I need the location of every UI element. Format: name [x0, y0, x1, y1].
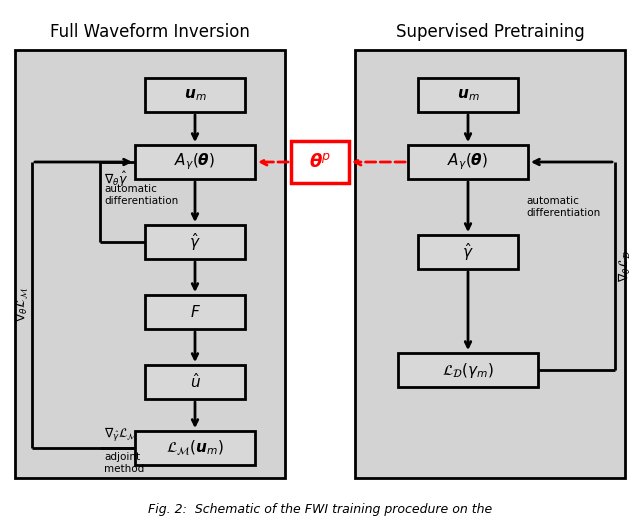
- Text: $\mathcal{L}_\mathcal{M}(\boldsymbol{u}_m)$: $\mathcal{L}_\mathcal{M}(\boldsymbol{u}_…: [166, 438, 224, 458]
- FancyBboxPatch shape: [135, 431, 255, 465]
- FancyBboxPatch shape: [418, 78, 518, 112]
- Text: $A_\gamma(\boldsymbol{\theta})$: $A_\gamma(\boldsymbol{\theta})$: [175, 152, 216, 172]
- Text: $\nabla_\theta \mathcal{L}_\mathcal{D}$: $\nabla_\theta \mathcal{L}_\mathcal{D}$: [617, 250, 633, 282]
- FancyBboxPatch shape: [291, 141, 349, 183]
- Text: $\nabla_{\hat{\gamma}} \mathcal{L}_\mathcal{M}$: $\nabla_{\hat{\gamma}} \mathcal{L}_\math…: [104, 426, 139, 444]
- Text: Full Waveform Inversion: Full Waveform Inversion: [50, 23, 250, 41]
- Text: $F$: $F$: [189, 304, 200, 320]
- Text: Supervised Pretraining: Supervised Pretraining: [396, 23, 584, 41]
- Text: $\nabla_\theta \hat{\gamma}$: $\nabla_\theta \hat{\gamma}$: [104, 170, 128, 189]
- FancyBboxPatch shape: [398, 353, 538, 387]
- Text: $\boldsymbol{u}_m$: $\boldsymbol{u}_m$: [457, 87, 479, 103]
- Text: $A_\gamma(\boldsymbol{\theta})$: $A_\gamma(\boldsymbol{\theta})$: [447, 152, 488, 172]
- Text: adjoint
method: adjoint method: [104, 452, 144, 473]
- Text: $\boldsymbol{u}_m$: $\boldsymbol{u}_m$: [184, 87, 206, 103]
- FancyBboxPatch shape: [15, 50, 285, 478]
- Text: $\hat{\gamma}$: $\hat{\gamma}$: [462, 241, 474, 263]
- Text: $\mathcal{L}_\mathcal{D}(\gamma_m)$: $\mathcal{L}_\mathcal{D}(\gamma_m)$: [442, 360, 494, 379]
- Text: $\hat{u}$: $\hat{u}$: [189, 372, 200, 391]
- Text: automatic
differentiation: automatic differentiation: [526, 196, 600, 218]
- FancyBboxPatch shape: [408, 145, 528, 179]
- FancyBboxPatch shape: [355, 50, 625, 478]
- FancyBboxPatch shape: [145, 295, 245, 329]
- Text: Fig. 2:  Schematic of the FWI training procedure on the: Fig. 2: Schematic of the FWI training pr…: [148, 504, 492, 516]
- FancyBboxPatch shape: [135, 145, 255, 179]
- FancyBboxPatch shape: [145, 78, 245, 112]
- FancyBboxPatch shape: [145, 365, 245, 399]
- Text: $\boldsymbol{\theta}^p$: $\boldsymbol{\theta}^p$: [309, 153, 331, 171]
- Text: $\hat{\gamma}$: $\hat{\gamma}$: [189, 231, 201, 253]
- Text: $\nabla_\theta \mathcal{L}_\mathcal{M}$: $\nabla_\theta \mathcal{L}_\mathcal{M}$: [13, 288, 31, 323]
- FancyBboxPatch shape: [145, 225, 245, 259]
- FancyBboxPatch shape: [418, 235, 518, 269]
- Text: automatic
differentiation: automatic differentiation: [104, 184, 179, 206]
